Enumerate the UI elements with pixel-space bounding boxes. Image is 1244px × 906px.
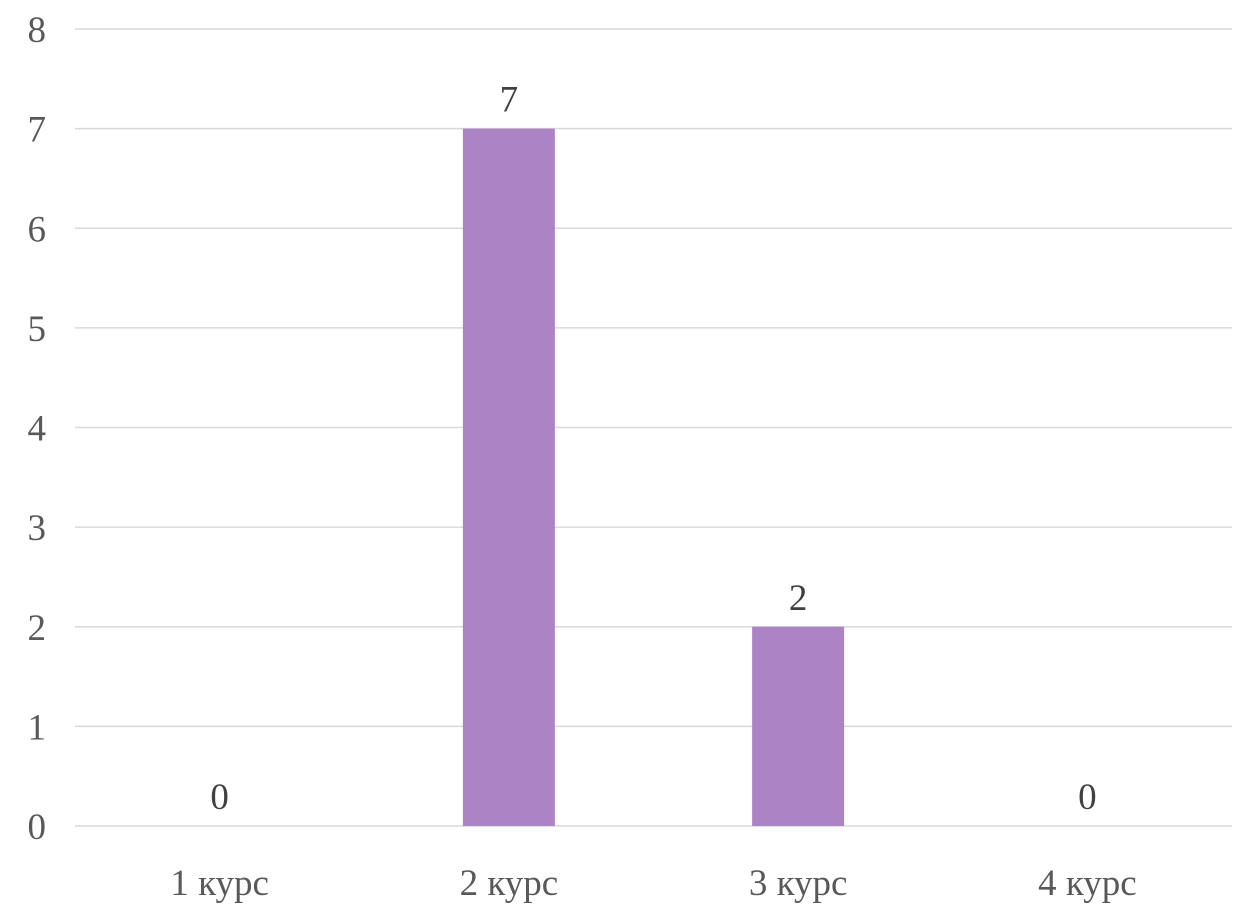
data-label-2: 7: [500, 80, 519, 121]
y-tick-label-8: 8: [28, 10, 47, 51]
x-tick-label-2: 2 курс: [460, 863, 559, 904]
y-tick-label-0: 0: [28, 807, 47, 848]
y-tick-label-2: 2: [28, 608, 47, 649]
y-axis-tick-labels: 0 1 2 3 4 5 6 7 8: [28, 10, 47, 848]
data-label-4: 0: [1078, 777, 1097, 818]
x-tick-label-1: 1 курс: [170, 863, 269, 904]
x-axis-category-labels: 1 курс 2 курс 3 курс 4 курс: [170, 863, 1136, 904]
y-tick-label-7: 7: [28, 110, 47, 151]
y-tick-label-1: 1: [28, 707, 47, 748]
x-tick-label-3: 3 курс: [749, 863, 848, 904]
bars: [462, 128, 845, 826]
bar-3: [752, 626, 845, 826]
y-tick-label-5: 5: [28, 309, 47, 350]
y-tick-label-3: 3: [28, 508, 47, 549]
x-tick-label-4: 4 курс: [1038, 863, 1137, 904]
y-tick-label-4: 4: [28, 409, 47, 450]
data-labels: 0 7 2 0: [210, 80, 1096, 818]
y-tick-label-6: 6: [28, 209, 47, 250]
gridlines: [75, 28, 1232, 827]
bar-2: [462, 128, 555, 826]
data-label-1: 0: [210, 777, 229, 818]
data-label-3: 2: [789, 578, 808, 619]
